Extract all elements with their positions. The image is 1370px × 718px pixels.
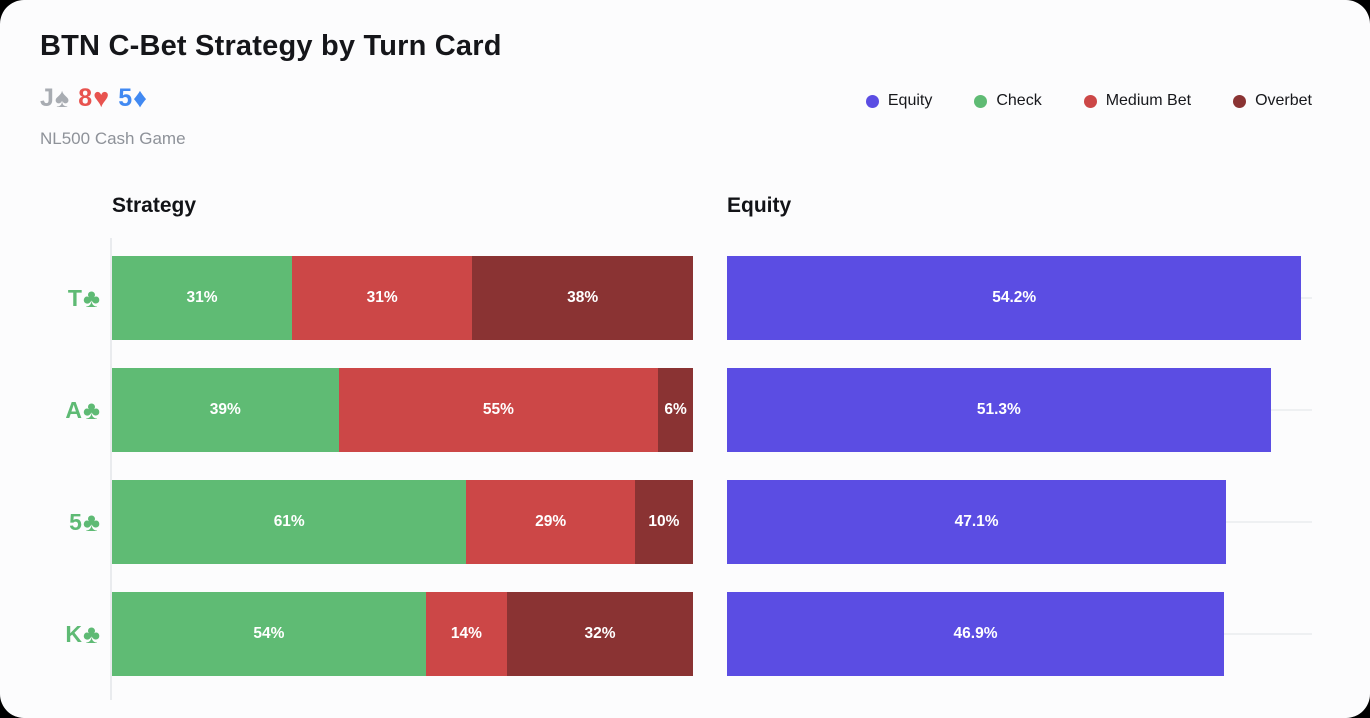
heart-icon: ♥ [93, 83, 110, 113]
strategy-bar-row: 61% 29% 10% [112, 480, 693, 564]
chart-legend: Equity Check Medium Bet Overbet [865, 92, 1312, 110]
bar-segment-medium-bet[interactable]: 55% [338, 368, 659, 452]
game-subtitle: NL500 Cash Game [40, 129, 186, 148]
strategy-chart-title: Strategy [112, 194, 197, 217]
value-label: 32% [584, 625, 616, 642]
legend-item-equity[interactable]: Equity [865, 92, 933, 110]
spade-icon: ♠ [54, 83, 70, 113]
bar-segment-check[interactable]: 54% [112, 592, 426, 676]
legend-dot-icon [1233, 94, 1247, 108]
equity-bar-row: 51.3% [727, 368, 1312, 452]
value-label: 55% [482, 401, 514, 418]
card-rank: J [40, 84, 54, 112]
equity-bar[interactable]: 47.1% [727, 480, 1227, 564]
equity-bar[interactable]: 46.9% [727, 592, 1225, 676]
value-label: 39% [209, 401, 241, 418]
legend-label: Overbet [1255, 92, 1312, 109]
value-label: 38% [567, 289, 599, 306]
equity-plot: 54.2% 51.3% 47.1% 46.9% [727, 238, 1312, 700]
bar-segment-medium-bet[interactable]: 29% [466, 480, 635, 564]
equity-bar[interactable]: 54.2% [727, 256, 1302, 340]
category-label-5-club: 5 ♣ [36, 480, 100, 564]
card-rank: 8 [78, 84, 93, 112]
bar-segment-check[interactable]: 39% [112, 368, 339, 452]
category-rank: A [65, 396, 82, 423]
bar-segment-medium-bet[interactable]: 31% [292, 256, 473, 340]
legend-dot-icon [865, 94, 879, 108]
bar-segment-overbet[interactable]: 10% [634, 480, 693, 564]
category-rank: T [67, 284, 82, 311]
club-icon: ♣ [82, 619, 100, 649]
value-label: 46.9% [953, 625, 998, 642]
equity-bar-row: 54.2% [727, 256, 1312, 340]
strategy-plot: 31% 31% 38% 39% 55% 6% 61% 29% 10% 54% 14% 32% [110, 238, 693, 700]
category-label-k-club: K ♣ [36, 592, 100, 676]
value-label: 6% [664, 401, 687, 418]
equity-bar-row: 46.9% [727, 592, 1312, 676]
category-label-t-club: T ♣ [36, 256, 100, 340]
category-label-a-club: A ♣ [36, 368, 100, 452]
bar-segment-overbet[interactable]: 6% [658, 368, 693, 452]
board-cards: J ♠ 8 ♥ 5 ♦ [40, 84, 147, 113]
board-card-8-heart: 8 ♥ [78, 84, 109, 113]
strategy-bar-row: 31% 31% 38% [112, 256, 693, 340]
equity-chart-title: Equity [727, 194, 792, 217]
bar-segment-check[interactable]: 31% [112, 256, 293, 340]
strategy-bar-row: 39% 55% 6% [112, 368, 693, 452]
legend-label: Check [996, 92, 1042, 109]
legend-item-check[interactable]: Check [974, 92, 1042, 110]
value-label: 10% [648, 513, 680, 530]
value-label: 51.3% [976, 401, 1021, 418]
bar-segment-medium-bet[interactable]: 14% [425, 592, 508, 676]
value-label: 54% [253, 625, 285, 642]
legend-dot-icon [974, 94, 988, 108]
bar-segment-check[interactable]: 61% [112, 480, 467, 564]
value-label: 14% [450, 625, 482, 642]
value-label: 54.2% [992, 289, 1037, 306]
diamond-icon: ♦ [133, 83, 147, 113]
board-card-j-spade: J ♠ [40, 84, 69, 113]
value-label: 29% [535, 513, 567, 530]
page-title: BTN C-Bet Strategy by Turn Card [40, 30, 502, 62]
category-rank: K [65, 620, 82, 647]
club-icon: ♣ [82, 507, 100, 537]
strategy-bar-row: 54% 14% 32% [112, 592, 693, 676]
bar-segment-overbet[interactable]: 38% [472, 256, 693, 340]
legend-item-medium-bet[interactable]: Medium Bet [1083, 92, 1192, 110]
club-icon: ♣ [82, 283, 100, 313]
equity-bar[interactable]: 51.3% [727, 368, 1271, 452]
bar-segment-overbet[interactable]: 32% [507, 592, 693, 676]
legend-item-overbet[interactable]: Overbet [1233, 92, 1312, 110]
board-card-5-diamond: 5 ♦ [118, 84, 147, 113]
value-label: 47.1% [954, 513, 999, 530]
club-icon: ♣ [82, 395, 100, 425]
legend-dot-icon [1083, 94, 1097, 108]
equity-bar-row: 47.1% [727, 480, 1312, 564]
legend-label: Medium Bet [1105, 92, 1192, 109]
card-rank: 5 [118, 84, 133, 112]
value-label: 61% [273, 513, 305, 530]
category-rank: 5 [69, 508, 82, 535]
value-label: 31% [366, 289, 398, 306]
value-label: 31% [186, 289, 218, 306]
legend-label: Equity [887, 92, 933, 109]
